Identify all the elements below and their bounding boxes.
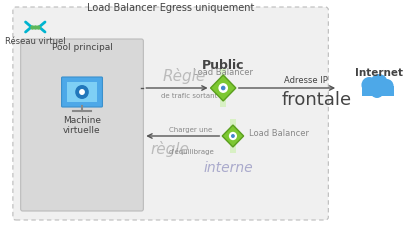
Text: Règle: Règle (163, 68, 206, 84)
Circle shape (75, 85, 89, 99)
Text: d’équilibrage: d’équilibrage (168, 148, 214, 155)
Circle shape (221, 86, 225, 90)
Circle shape (361, 77, 377, 93)
Circle shape (218, 83, 228, 93)
Circle shape (79, 89, 85, 95)
Text: de trafic sortant: de trafic sortant (161, 93, 217, 99)
Polygon shape (210, 75, 236, 101)
FancyBboxPatch shape (220, 69, 226, 107)
Circle shape (370, 74, 388, 92)
Text: Load Balancer: Load Balancer (249, 130, 308, 139)
Circle shape (231, 134, 235, 138)
Text: frontale: frontale (282, 91, 352, 109)
Text: Load Balancer: Load Balancer (193, 68, 253, 77)
FancyBboxPatch shape (21, 39, 143, 211)
Text: Public: Public (202, 59, 244, 72)
Circle shape (370, 84, 384, 98)
FancyBboxPatch shape (13, 7, 328, 220)
FancyBboxPatch shape (67, 82, 97, 102)
Text: Load Balancer Egress uniquement: Load Balancer Egress uniquement (87, 3, 254, 13)
Text: Charger une: Charger une (169, 127, 212, 133)
Polygon shape (222, 125, 244, 147)
Text: règle: règle (150, 141, 189, 157)
Text: Réseau virtuel: Réseau virtuel (5, 37, 66, 46)
Text: Adresse IP: Adresse IP (283, 76, 327, 85)
Text: Pool principal: Pool principal (51, 43, 112, 52)
Text: Machine
virtuelle: Machine virtuelle (63, 116, 101, 135)
Text: interne: interne (203, 161, 253, 175)
Text: Internet: Internet (355, 68, 403, 78)
Circle shape (380, 79, 393, 93)
FancyBboxPatch shape (362, 86, 393, 96)
FancyBboxPatch shape (230, 119, 236, 153)
FancyBboxPatch shape (61, 77, 103, 107)
Circle shape (229, 132, 237, 140)
